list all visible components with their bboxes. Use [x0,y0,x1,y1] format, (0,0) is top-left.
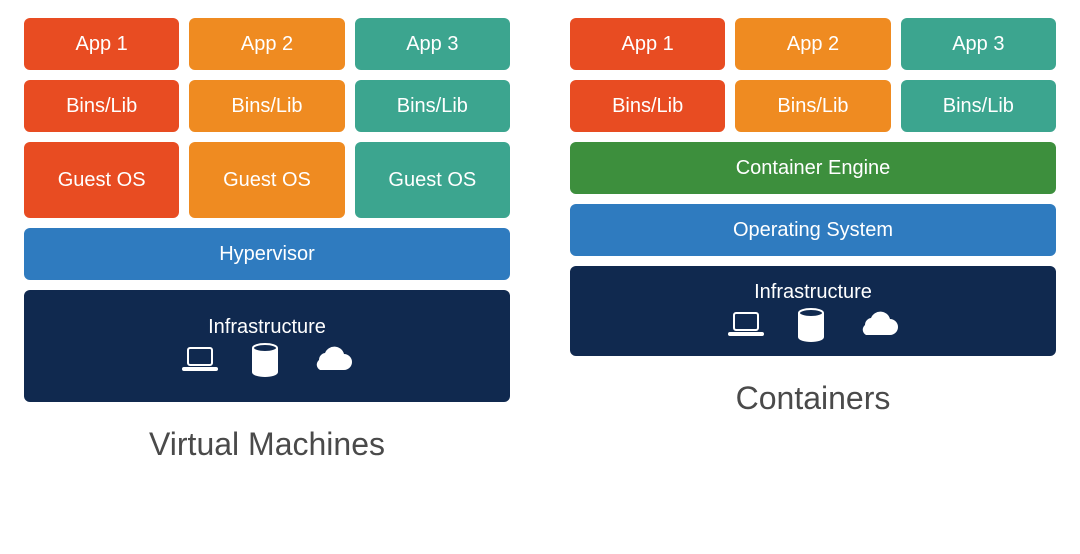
vm-infra-icons [180,343,354,377]
ct-infra-icons [726,308,900,342]
vm-app-1: App 1 [24,18,179,70]
cloud-icon [856,311,900,339]
cloud-icon [310,346,354,374]
laptop-icon [180,345,220,375]
ct-app-2: App 2 [735,18,890,70]
ct-os: Operating System [570,204,1056,256]
vm-hypervisor: Hypervisor [24,228,510,280]
vm-guestos-2: Guest OS [189,142,344,218]
vm-infra-inner: Infrastructure [24,290,510,402]
diagram-container: App 1 App 2 App 3 Bins/Lib Bins/Lib Bins… [24,18,1056,463]
ct-app-1: App 1 [570,18,725,70]
vm-guestos-row: Guest OS Guest OS Guest OS [24,142,510,218]
ct-bins-row: Bins/Lib Bins/Lib Bins/Lib [570,80,1056,132]
laptop-icon [726,310,766,340]
vm-bins-row: Bins/Lib Bins/Lib Bins/Lib [24,80,510,132]
containers-stack: App 1 App 2 App 3 Bins/Lib Bins/Lib Bins… [570,18,1056,463]
ct-infra-inner: Infrastructure [570,266,1056,356]
ct-infrastructure: Infrastructure [570,266,1056,356]
vm-bins-2: Bins/Lib [189,80,344,132]
vm-infrastructure: Infrastructure [24,290,510,402]
vm-guestos-1: Guest OS [24,142,179,218]
database-icon [250,343,280,377]
ct-bins-2: Bins/Lib [735,80,890,132]
ct-bins-3: Bins/Lib [901,80,1056,132]
vm-bins-1: Bins/Lib [24,80,179,132]
vm-guestos-3: Guest OS [355,142,510,218]
vm-app-3: App 3 [355,18,510,70]
vm-hypervisor-row: Hypervisor [24,228,510,280]
containers-title: Containers [570,380,1056,417]
database-icon [796,308,826,342]
ct-engine-row: Container Engine [570,142,1056,194]
ct-app-3: App 3 [901,18,1056,70]
vm-infra-row: Infrastructure [24,290,510,402]
vm-stack: App 1 App 2 App 3 Bins/Lib Bins/Lib Bins… [24,18,510,463]
ct-infra-label: Infrastructure [754,281,872,304]
ct-infra-row: Infrastructure [570,266,1056,356]
vm-infra-label: Infrastructure [208,316,326,339]
ct-os-row: Operating System [570,204,1056,256]
vm-title: Virtual Machines [24,426,510,463]
ct-bins-1: Bins/Lib [570,80,725,132]
ct-engine: Container Engine [570,142,1056,194]
vm-bins-3: Bins/Lib [355,80,510,132]
vm-app-row: App 1 App 2 App 3 [24,18,510,70]
ct-app-row: App 1 App 2 App 3 [570,18,1056,70]
vm-app-2: App 2 [189,18,344,70]
